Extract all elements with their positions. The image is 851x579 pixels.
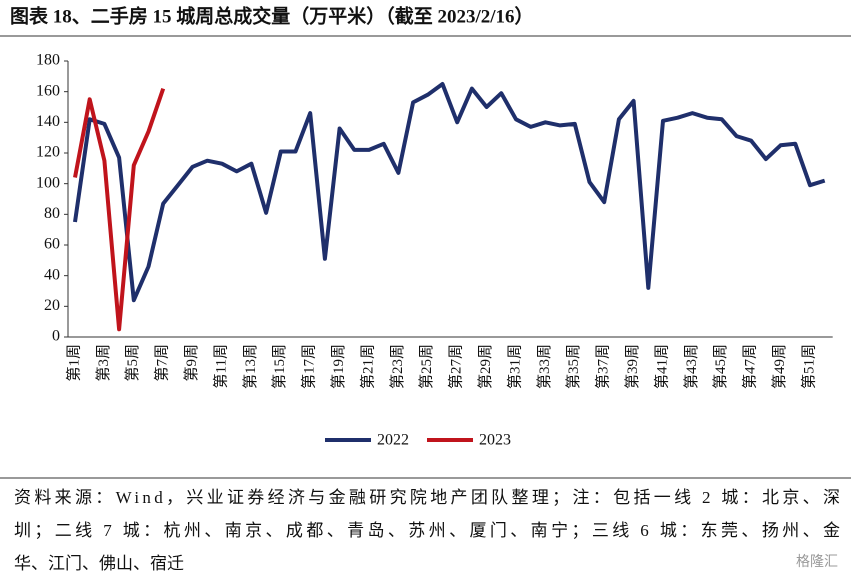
y-tick-label: 120 [36,144,60,161]
y-tick-label: 100 [36,174,60,191]
x-tick-label: 第17周 [300,344,318,389]
legend-label: 2022 [377,432,409,449]
y-tick-label: 140 [36,113,60,130]
x-tick-label: 第31周 [505,344,523,389]
x-tick-label: 第45周 [711,344,729,389]
y-tick-label: 40 [44,266,60,283]
x-tick-label: 第21周 [358,344,376,389]
y-tick-label: 60 [44,236,60,253]
x-tick-label: 第9周 [182,344,200,382]
x-tick-label: 第47周 [741,344,759,389]
x-tick-label: 第7周 [153,344,171,382]
source-note: 资料来源：Wind，兴业证券经济与金融研究院地产团队整理；注：包括一线 2 城：… [14,488,840,507]
source-note: 华、江门、佛山、宿迁 [14,554,184,573]
x-tick-label: 第15周 [270,344,288,389]
x-tick-label: 第33周 [535,344,553,389]
x-tick-label: 第37周 [594,344,612,389]
chart-title: 图表 18、二手房 15 城周总成交量（万平米）（截至 2023/2/16） [10,4,534,27]
y-tick-label: 80 [44,205,60,222]
x-tick-label: 第19周 [329,344,347,389]
y-tick-label: 0 [52,328,60,345]
x-tick-label: 第41周 [652,344,670,389]
y-tick-label: 160 [36,82,60,99]
x-tick-label: 第39周 [623,344,641,389]
x-tick-label: 第51周 [799,344,817,389]
y-tick-label: 20 [44,297,60,314]
x-tick-label: 第13周 [241,344,259,389]
watermark: 格隆汇 [796,554,838,570]
x-tick-label: 第3周 [94,344,112,382]
source-note: 圳；二线 7 城：杭州、南京、成都、青岛、苏州、厦门、南宁；三线 6 城：东莞、… [14,521,840,540]
x-tick-label: 第43周 [682,344,700,389]
x-tick-label: 第23周 [388,344,406,389]
x-tick-label: 第29周 [476,344,494,389]
x-tick-label: 第35周 [564,344,582,389]
x-tick-label: 第11周 [211,344,229,388]
x-tick-label: 第27周 [447,344,465,389]
x-tick-label: 第5周 [123,344,141,382]
y-tick-label: 180 [36,52,60,69]
line-series [73,82,826,303]
line-series [73,87,166,332]
x-tick-label: 第49周 [770,344,788,389]
legend-label: 2023 [479,432,511,449]
x-tick-label: 第25周 [417,344,435,389]
x-tick-label: 第1周 [64,344,82,382]
